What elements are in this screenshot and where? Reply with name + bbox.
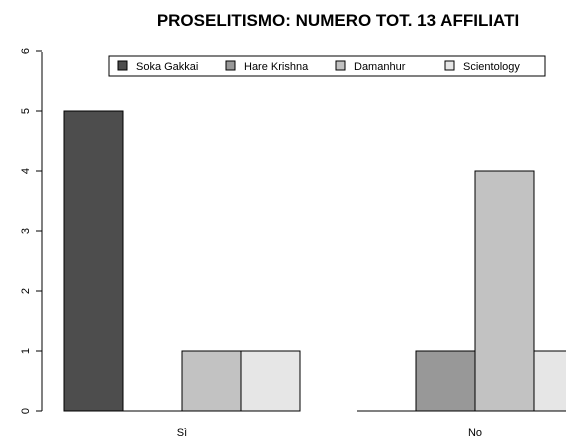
- y-tick-label-2: 2: [20, 288, 32, 294]
- y-tick-label-0: 0: [20, 408, 32, 414]
- y-tick-label-3: 3: [20, 228, 32, 234]
- y-tick-label-1: 1: [20, 348, 32, 354]
- y-tick-label-6: 6: [20, 48, 32, 54]
- category-label-0: Sì: [177, 427, 187, 439]
- legend: Soka Gakkai Hare Krishna Damanhur Scientolo…: [108, 55, 546, 77]
- legend-swatch-1: [225, 60, 236, 71]
- bars-group: [63, 110, 566, 412]
- bar-3-0: [240, 350, 301, 412]
- y-tick-label-5: 5: [20, 108, 32, 114]
- bar-2-0: [181, 350, 242, 412]
- legend-swatch-2: [335, 60, 346, 71]
- bar-0-0: [63, 110, 124, 412]
- legend-box: [108, 55, 546, 77]
- y-tick-label-4: 4: [20, 168, 32, 174]
- legend-swatch-3: [444, 60, 455, 71]
- bar-1-1: [415, 350, 476, 412]
- bar-3-1: [533, 350, 566, 412]
- chart-title: PROSELITISMO: NUMERO TOT. 13 AFFILIATI: [157, 11, 519, 30]
- legend-swatch-0: [117, 60, 128, 71]
- y-axis-ticks: 0 1 2 3 4 5 6: [20, 48, 42, 414]
- bar-2-1: [474, 170, 535, 412]
- category-labels: Sì No: [177, 427, 482, 439]
- legend-label-3: Scientology: [463, 61, 520, 73]
- category-label-1: No: [468, 427, 482, 439]
- legend-label-1: Hare Krishna: [244, 61, 309, 73]
- legend-label-0: Soka Gakkai: [136, 61, 198, 73]
- legend-label-2: Damanhur: [354, 61, 406, 73]
